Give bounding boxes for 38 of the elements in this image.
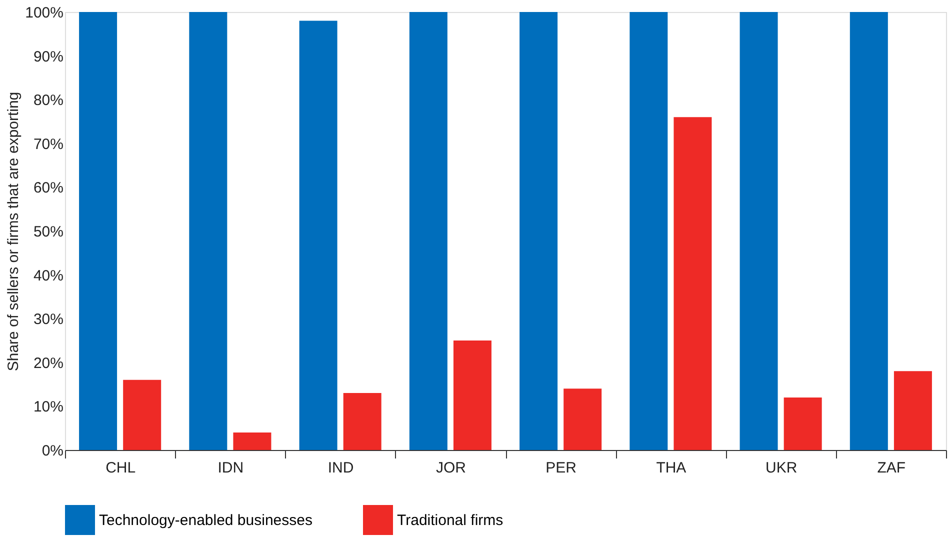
bar bbox=[740, 12, 778, 450]
y-tick-label: 0% bbox=[42, 442, 64, 460]
bar bbox=[189, 12, 228, 450]
bar bbox=[674, 117, 712, 450]
bar bbox=[850, 12, 888, 450]
bar bbox=[520, 12, 558, 450]
x-tick-label: ZAF bbox=[877, 460, 906, 476]
y-tick-label: 80% bbox=[33, 92, 64, 110]
bar bbox=[453, 340, 492, 450]
bar bbox=[123, 380, 162, 450]
x-tick-label: PER bbox=[546, 460, 577, 476]
y-tick-label: 60% bbox=[33, 180, 64, 197]
x-tick-label: UKR bbox=[765, 460, 798, 476]
y-tick-label: 70% bbox=[33, 136, 64, 153]
x-tick-label: THA bbox=[656, 460, 686, 476]
y-tick-label: 100% bbox=[25, 4, 64, 22]
x-tick-label: IDN bbox=[218, 460, 244, 476]
x-tick-label: CHL bbox=[106, 460, 136, 476]
bar bbox=[299, 20, 338, 450]
y-tick-label: 20% bbox=[33, 354, 64, 372]
x-tick-label: JOR bbox=[436, 460, 466, 476]
legend-label: Technology-enabled businesses bbox=[99, 512, 312, 529]
y-tick-label: 40% bbox=[33, 267, 64, 284]
bar bbox=[784, 397, 822, 450]
y-tick-label: 90% bbox=[33, 48, 64, 66]
bar bbox=[630, 12, 668, 450]
bar bbox=[343, 393, 382, 450]
y-axis-title: Share of sellers or firms that are exporting bbox=[5, 92, 22, 372]
y-tick-label: 30% bbox=[33, 311, 64, 328]
bar bbox=[409, 12, 448, 450]
y-tick-label: 50% bbox=[33, 224, 64, 240]
bar bbox=[564, 388, 602, 450]
bar bbox=[894, 371, 932, 450]
bar bbox=[233, 432, 272, 450]
legend-label: Traditional firms bbox=[397, 512, 504, 529]
bar bbox=[79, 12, 118, 450]
x-tick-label: IND bbox=[328, 460, 354, 476]
y-tick-label: 10% bbox=[33, 398, 64, 416]
